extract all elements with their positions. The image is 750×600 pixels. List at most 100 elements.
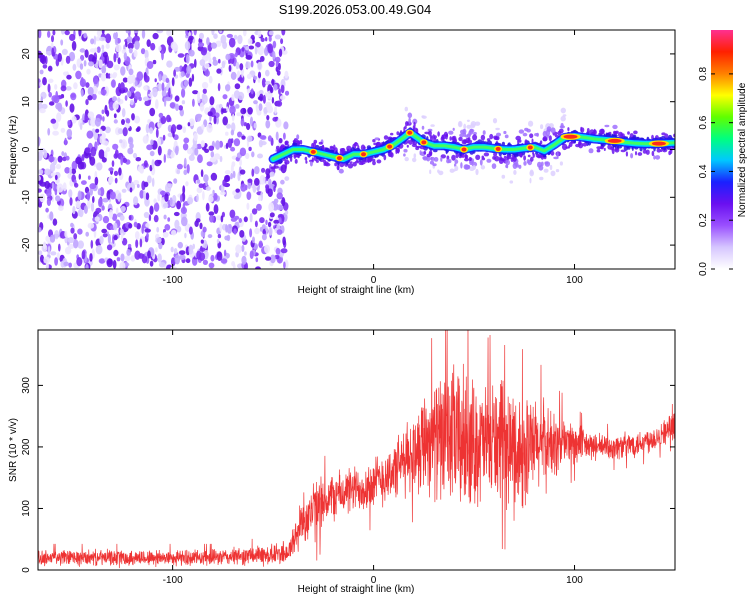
noise-blob [65,55,71,64]
noise-blob [246,88,251,94]
noise-blob [152,32,159,40]
noise-blob [144,75,150,83]
noise-blob [233,263,236,269]
noise-blob [193,30,197,36]
noise-blob [226,33,233,38]
noise-blob [232,190,237,196]
ridge-scatter [312,141,317,149]
noise-blob [75,156,82,165]
ridge-peak [421,140,427,145]
noise-blob [197,42,205,48]
noise-blob [159,190,166,195]
noise-blob [205,202,210,212]
noise-blob [230,172,234,180]
noise-blob [49,234,56,243]
noise-blob [54,257,58,266]
noise-blob [81,250,86,260]
ridge-scatter [603,147,606,151]
noise-blob [72,205,76,215]
ridge-scatter [465,134,468,138]
noise-blob [120,205,126,213]
noise-blob [38,30,42,39]
noise-blob [170,266,177,269]
noise-blob [214,153,221,160]
noise-blob [43,149,48,159]
noise-blob [141,30,146,39]
ridge-scatter [582,142,588,147]
noise-blob [180,71,185,78]
noise-blob [145,223,150,228]
ridge-scatter [336,164,340,171]
noise-blob [195,113,203,119]
noise-blob [267,221,272,228]
ridge-scatter [445,133,449,138]
ridge-scatter [428,130,432,136]
noise-blob [75,200,81,209]
noise-blob [257,45,265,56]
noise-blob [284,90,290,96]
noise-blob [73,233,78,240]
noise-blob [149,260,154,267]
noise-blob [209,215,215,223]
ridge-scatter [529,170,534,177]
noise-blob [247,38,253,45]
ridge-scatter [523,161,527,166]
noise-blob [162,203,169,208]
noise-blob [90,239,94,249]
noise-blob [196,193,199,203]
noise-blob [157,159,162,165]
ridge-scatter [518,129,525,134]
noise-blob [65,155,70,161]
noise-blob [117,97,121,103]
noise-blob [71,160,78,171]
ridge-scatter [390,132,394,136]
noise-blob [238,218,242,223]
noise-blob [99,36,106,42]
noise-blob [188,118,195,127]
ridge-peak [310,149,316,154]
noise-blob [237,131,243,138]
noise-blob [143,96,149,102]
ridge-scatter [273,165,279,169]
noise-blob [208,145,215,151]
noise-blob [239,230,245,238]
noise-blob [54,174,58,181]
ridge-scatter [311,159,314,162]
ridge-scatter [440,154,446,159]
noise-blob [219,155,223,163]
ridge-scatter [341,147,346,155]
noise-blob [183,169,188,176]
noise-blob [191,73,195,82]
ridge-scatter [346,145,352,152]
noise-blob [89,253,93,262]
noise-blob [105,43,110,49]
spectrogram-y-tick-label: 10 [21,96,32,108]
ridge-scatter [528,120,534,127]
noise-blob [112,101,119,111]
noise-blob [198,183,204,188]
noise-blob [113,249,119,257]
noise-blob [113,53,117,63]
noise-blob [207,234,213,239]
noise-blob [248,146,252,152]
noise-blob [167,217,171,222]
ridge-scatter [496,132,501,137]
noise-blob [77,209,82,217]
noise-blob [101,109,105,115]
noise-blob [235,61,240,70]
noise-blob [262,94,266,104]
noise-blob [101,156,107,163]
noise-blob [86,191,91,201]
noise-blob [226,106,229,112]
noise-blob [77,240,84,249]
noise-blob [166,83,169,92]
noise-blob [119,261,126,269]
noise-blob [96,162,103,171]
noise-blob [75,70,82,80]
noise-blob [85,147,91,154]
noise-blob [128,215,132,221]
noise-blob [113,64,120,71]
noise-blob [98,258,106,264]
noise-blob [241,244,245,252]
ridge-scatter [322,144,325,151]
